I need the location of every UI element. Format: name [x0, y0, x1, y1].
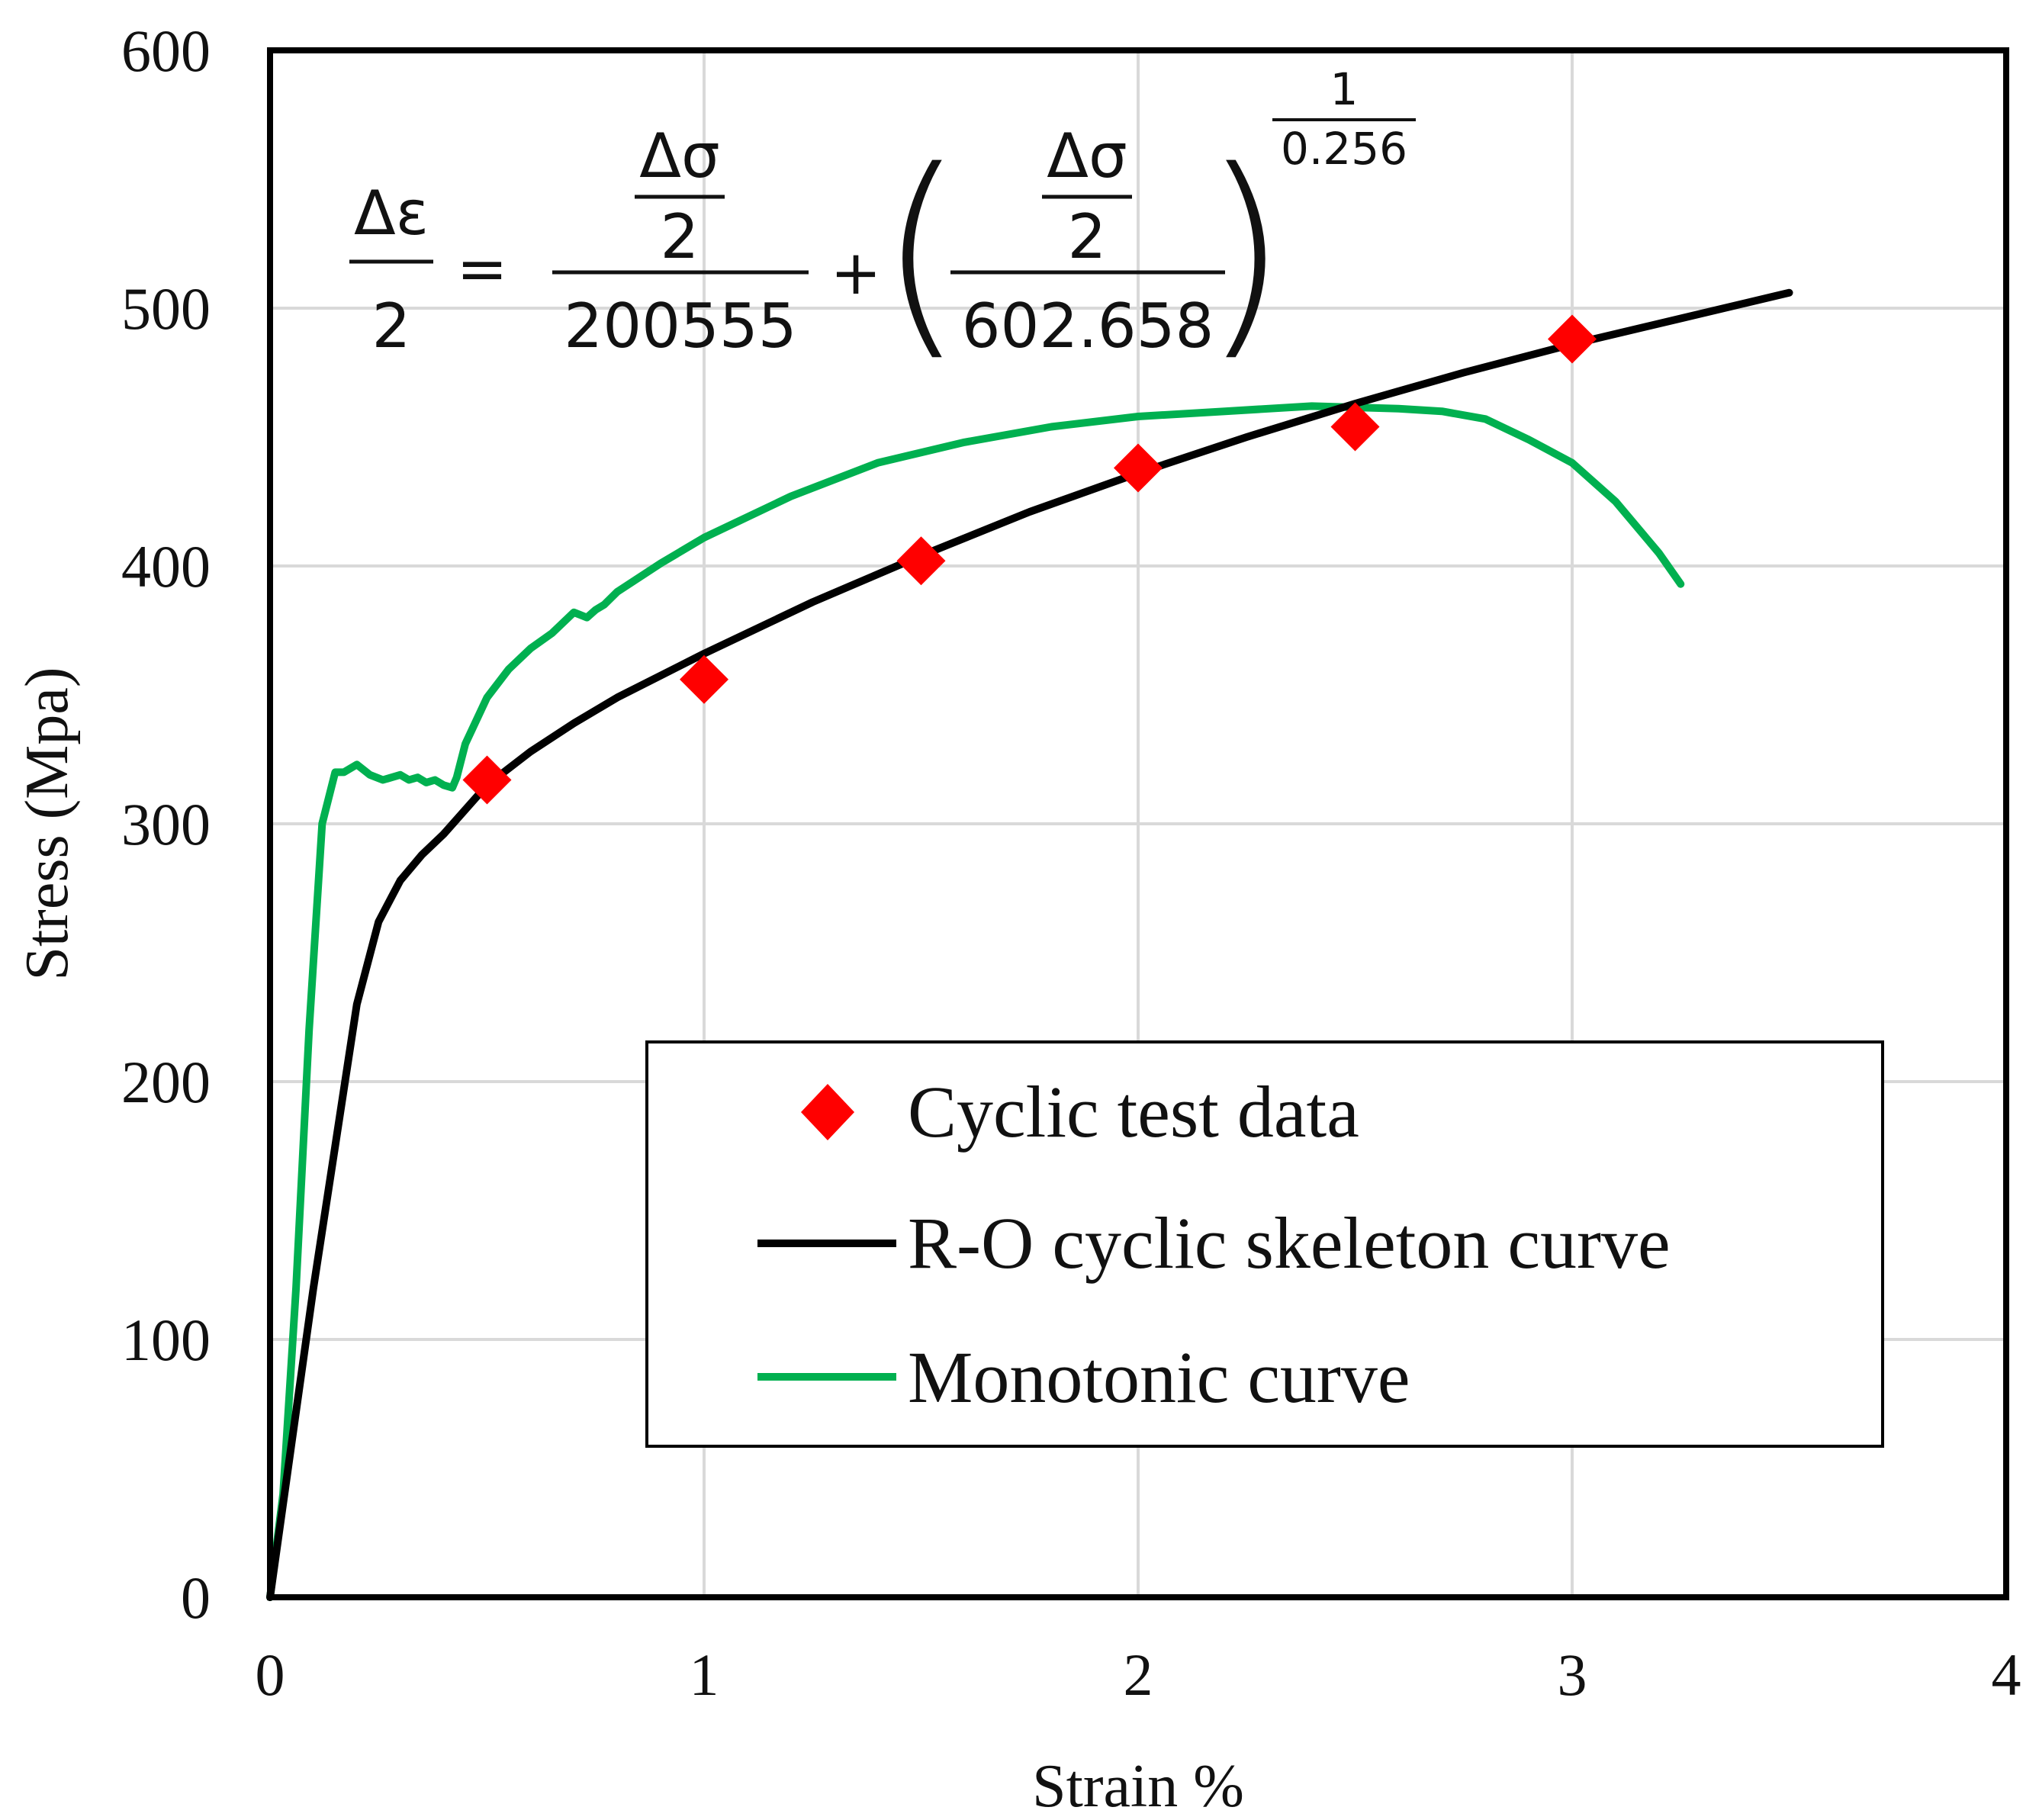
x-tick-label: 1	[690, 1642, 719, 1708]
eq-term1-numerator-bottom: 2	[661, 201, 699, 272]
eq-right-paren: )	[1201, 124, 1288, 381]
y-tick-label: 300	[121, 791, 211, 857]
cyclic-data-point	[462, 755, 512, 805]
eq-term2-denominator: 602.658	[962, 291, 1214, 362]
legend-label-monotonic: Monotonic curve	[908, 1336, 1410, 1418]
y-tick-label: 200	[121, 1049, 211, 1115]
y-axis-title: Stress (Mpa)	[14, 667, 81, 980]
eq-term1-denominator: 200555	[564, 291, 796, 362]
x-tick-label: 4	[1992, 1642, 2021, 1708]
y-tick-label: 400	[121, 533, 211, 600]
eq-left-paren: (	[878, 124, 964, 381]
eq-exponent-denominator: 0.256	[1281, 123, 1407, 175]
tick-labels: 0 1 2 3 4 0 100 200 300 400 500 600	[121, 18, 2021, 1708]
y-tick-label: 600	[121, 18, 211, 84]
eq-plus: +	[830, 237, 881, 308]
eq-equals: =	[456, 233, 507, 304]
cyclic-data-point	[680, 654, 728, 704]
y-tick-label: 0	[181, 1564, 211, 1631]
cyclic-data-point	[1548, 314, 1597, 364]
legend-diamond-marker	[801, 1084, 854, 1140]
x-tick-label: 0	[256, 1642, 285, 1708]
x-tick-label: 2	[1124, 1642, 1153, 1708]
x-tick-label: 3	[1558, 1642, 1587, 1708]
equation-annotation: Δε 2 = Δσ 2 200555 + ( Δσ 2 602.658 ) 1 …	[349, 63, 1416, 381]
legend-label-cyclic: Cyclic test data	[908, 1071, 1359, 1153]
skeleton-curve-line	[266, 288, 1793, 1601]
eq-lhs-numerator: Δε	[354, 178, 429, 249]
cyclic-data-point	[896, 536, 946, 586]
eq-exponent-numerator: 1	[1330, 63, 1359, 115]
legend-item-skeleton: R-O cyclic skeleton curve	[757, 1202, 1671, 1284]
eq-term1-numerator-top: Δσ	[639, 121, 719, 191]
eq-term2-numerator-bottom: 2	[1068, 201, 1107, 272]
legend-item-monotonic: Monotonic curve	[757, 1336, 1410, 1418]
eq-lhs-denominator: 2	[372, 291, 411, 362]
legend-label-skeleton: R-O cyclic skeleton curve	[908, 1202, 1671, 1284]
eq-term2-numerator-top: Δσ	[1047, 121, 1127, 191]
legend: Cyclic test data R-O cyclic skeleton cur…	[645, 1040, 1884, 1448]
plot-series	[266, 288, 1793, 1601]
legend-item-cyclic: Cyclic test data	[801, 1071, 1359, 1153]
cyclic-data-point	[1114, 443, 1163, 493]
plot-frame	[267, 47, 2009, 1600]
x-axis-title: Strain %	[1032, 1753, 1244, 1820]
cyclic-data-point	[1330, 402, 1380, 452]
y-tick-label: 500	[121, 275, 211, 342]
y-tick-label: 100	[121, 1307, 211, 1373]
